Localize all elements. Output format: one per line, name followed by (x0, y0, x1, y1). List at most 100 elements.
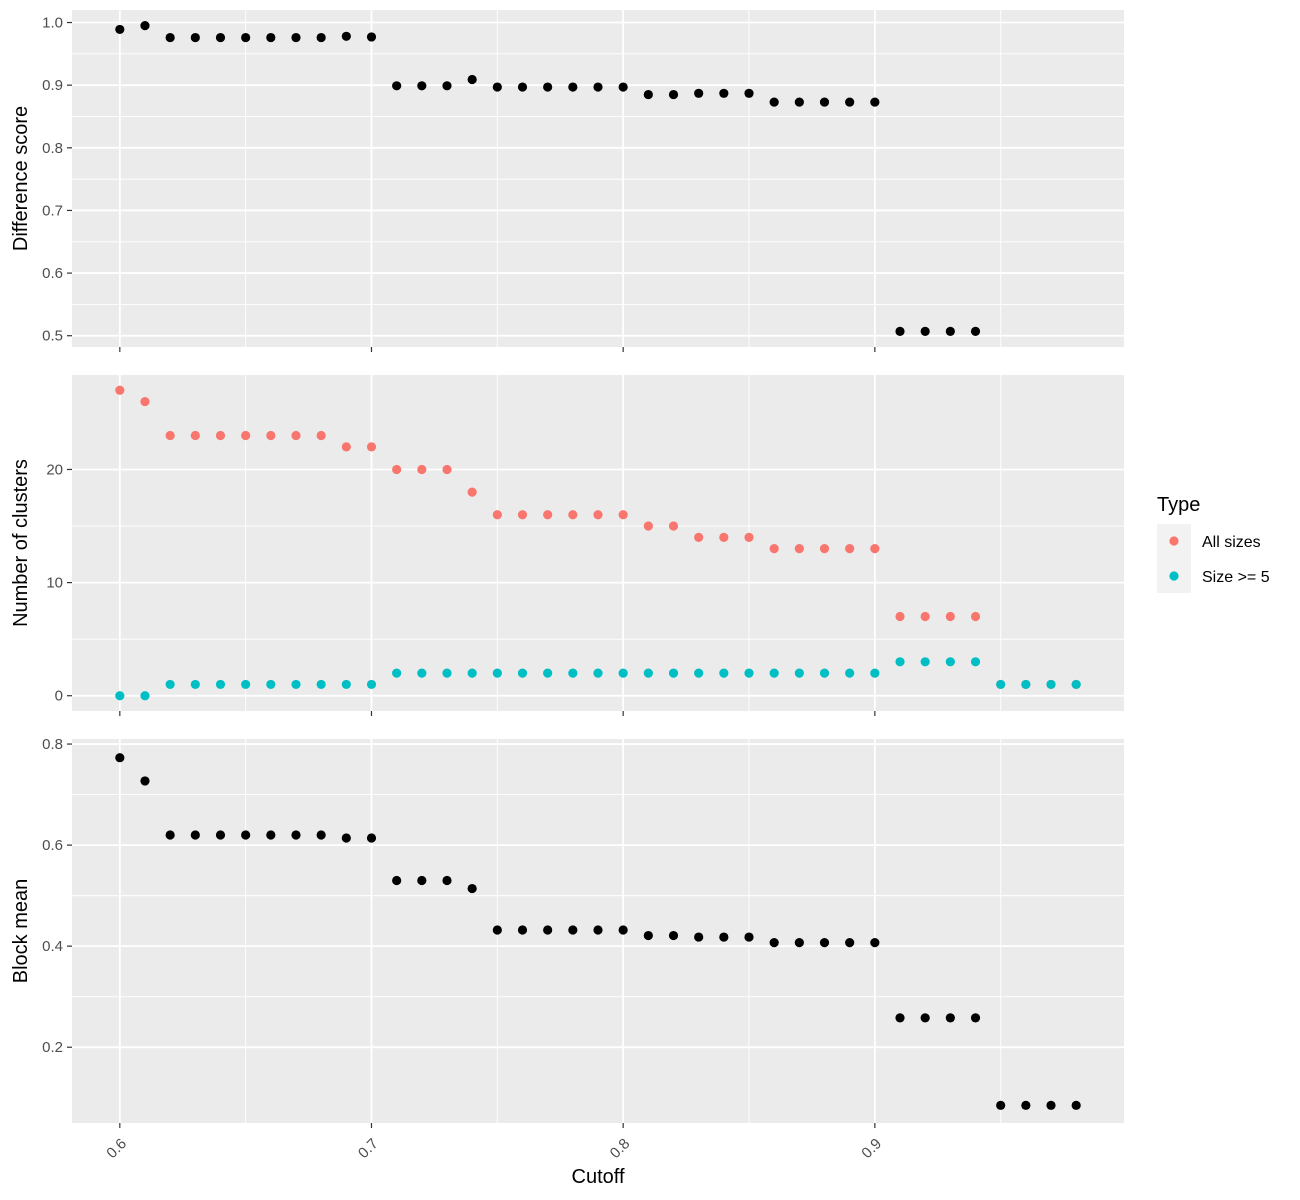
data-point (392, 81, 402, 91)
data-point (744, 88, 754, 98)
data-point (442, 464, 452, 475)
data-point (819, 668, 830, 678)
data-point (341, 679, 351, 690)
data-point (543, 82, 553, 92)
data-point (190, 679, 200, 690)
x-tick-label: 0.7 (355, 1135, 382, 1162)
data-point (1021, 679, 1031, 690)
data-point (467, 74, 477, 85)
data-point (668, 668, 679, 678)
data-point (668, 89, 679, 100)
data-point (819, 97, 830, 107)
data-point (945, 1013, 955, 1023)
panel-background (72, 10, 1124, 347)
data-point (1071, 679, 1081, 690)
data-point (291, 32, 301, 43)
legend-title: Type (1157, 494, 1200, 516)
data-point (920, 326, 930, 336)
data-point (945, 326, 955, 336)
data-point (719, 88, 729, 98)
data-point (568, 925, 578, 935)
data-point (366, 679, 377, 690)
data-point (668, 930, 679, 941)
y-tick-label: 0.8 (42, 736, 63, 753)
data-point (140, 691, 150, 701)
y-tick-label: 20 (46, 461, 63, 478)
data-point (643, 930, 653, 941)
x-tick-label: 0.8 (607, 1135, 634, 1162)
data-point (492, 668, 502, 678)
data-point (593, 82, 603, 92)
data-point (618, 925, 628, 935)
data-point (215, 679, 226, 690)
data-point (392, 464, 402, 475)
data-point (316, 32, 326, 43)
data-point (1046, 1100, 1056, 1110)
data-point (643, 89, 653, 100)
data-point (291, 430, 301, 441)
data-point (945, 611, 955, 622)
data-point (568, 82, 578, 92)
data-point (140, 776, 150, 786)
data-point (744, 668, 754, 678)
data-point (366, 442, 377, 452)
data-point (442, 875, 452, 886)
data-point (316, 830, 326, 840)
data-point (618, 668, 628, 678)
data-point (215, 830, 226, 840)
data-point (618, 510, 628, 520)
data-point (543, 510, 553, 520)
x-tick-label: 0.9 (858, 1135, 885, 1162)
data-point (517, 510, 528, 520)
data-point (241, 679, 251, 690)
data-point (945, 657, 955, 667)
data-point (341, 833, 351, 843)
data-point (165, 679, 175, 690)
y-tick-label: 0.9 (42, 77, 63, 94)
panel-block: 0.2 0.4 0.6 0.8 Block mean (10, 736, 1124, 1128)
data-point (1071, 1100, 1081, 1110)
panel-clusters: 0 10 20 Number of clusters (10, 375, 1124, 716)
data-point (870, 97, 880, 107)
data-point (895, 611, 905, 622)
data-point (241, 32, 251, 43)
y-tick-label: 1.0 (42, 15, 63, 32)
data-point (694, 88, 704, 98)
data-point (694, 668, 704, 678)
data-point (769, 938, 779, 948)
data-point (643, 668, 653, 678)
data-point (593, 925, 603, 935)
data-point (417, 464, 427, 475)
legend: Type All sizes Size >= 5 (1157, 494, 1270, 593)
data-point (895, 326, 905, 336)
data-point (719, 932, 729, 942)
data-point (694, 932, 704, 942)
data-point (970, 326, 981, 336)
data-point (744, 532, 754, 542)
y-tick-label: 0.6 (42, 837, 63, 854)
data-point (618, 82, 628, 92)
data-point (417, 81, 427, 91)
data-point (769, 97, 779, 107)
data-point (845, 668, 855, 678)
legend-label: Size >= 5 (1202, 569, 1270, 586)
data-point (668, 521, 679, 531)
data-point (165, 830, 175, 840)
data-point (845, 97, 855, 107)
data-point (870, 668, 880, 678)
data-point (996, 1100, 1006, 1110)
data-point (1046, 679, 1056, 690)
data-point (794, 97, 804, 107)
data-point (970, 657, 981, 667)
y-axis-title: Number of clusters (10, 459, 32, 627)
data-point (593, 668, 603, 678)
data-point (694, 532, 704, 542)
data-point (115, 753, 125, 763)
data-point (643, 521, 653, 531)
data-point (442, 81, 452, 91)
data-point (417, 668, 427, 678)
y-tick-label: 0.7 (42, 202, 63, 219)
data-point (920, 1013, 930, 1023)
data-point (517, 925, 528, 935)
